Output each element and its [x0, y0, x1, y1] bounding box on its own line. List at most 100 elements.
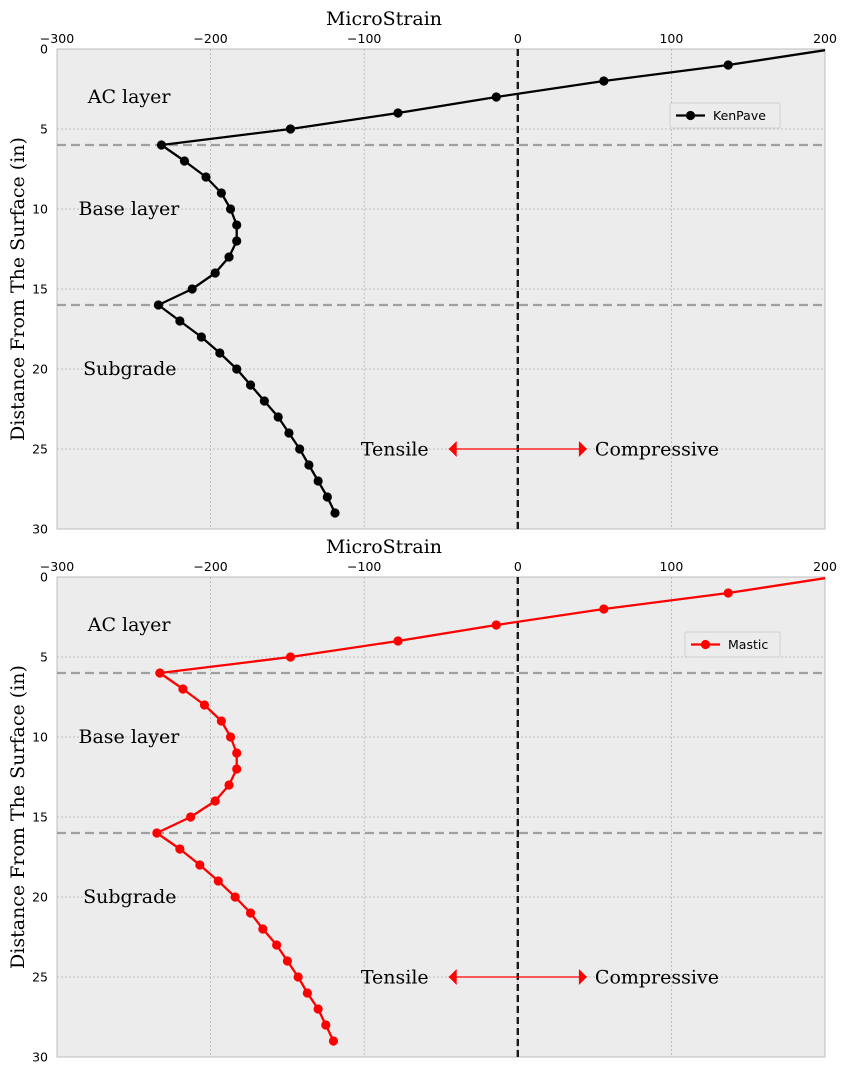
- x-tick-label: 0: [514, 559, 522, 574]
- data-point: [723, 60, 733, 70]
- data-point: [186, 812, 196, 822]
- compressive-label: Compressive: [595, 439, 719, 461]
- plot-frame: [56, 576, 826, 1058]
- data-point: [156, 140, 167, 150]
- data-point: [304, 460, 314, 470]
- data-point: [393, 108, 403, 118]
- x-tick-label: −300: [40, 31, 74, 46]
- legend-marker: [685, 110, 696, 121]
- data-point: [232, 364, 242, 374]
- y-tick-label: 0: [40, 42, 48, 57]
- data-point: [152, 828, 162, 838]
- data-point: [179, 156, 190, 166]
- layer-label: Subgrade: [83, 358, 176, 380]
- data-point: [259, 396, 269, 406]
- data-point: [216, 188, 226, 198]
- tensile-label: Tensile: [361, 439, 429, 461]
- x-axis-label: MicroStrain: [326, 8, 442, 30]
- legend-label: KenPave: [713, 108, 766, 123]
- data-point: [187, 284, 197, 294]
- layer-label: AC layer: [87, 614, 172, 636]
- y-tick-label: 20: [32, 362, 48, 377]
- y-tick-label: 5: [40, 650, 48, 665]
- arrow-left-head: [448, 441, 457, 457]
- data-point: [295, 444, 305, 454]
- data-point: [225, 204, 236, 214]
- plot-frame: [56, 48, 826, 530]
- x-tick-label: 200: [813, 31, 837, 46]
- data-point: [330, 508, 340, 518]
- y-tick-label: 20: [32, 890, 48, 905]
- x-tick-label: −200: [193, 559, 227, 574]
- data-point: [302, 988, 312, 998]
- data-point: [245, 908, 256, 918]
- data-point: [599, 604, 609, 614]
- y-tick-label: 10: [32, 730, 48, 745]
- data-point: [313, 476, 323, 486]
- data-point: [175, 844, 185, 854]
- compressive-label: Compressive: [595, 967, 719, 989]
- data-point: [258, 924, 268, 934]
- data-point: [313, 1004, 323, 1014]
- data-point: [322, 492, 332, 502]
- legend-marker: [700, 639, 711, 650]
- plot-area: [57, 49, 825, 529]
- y-axis-label: Distance From The Surface (in): [7, 137, 29, 441]
- data-point: [196, 332, 206, 342]
- data-point: [723, 588, 733, 598]
- data-point: [321, 1020, 331, 1030]
- data-point: [230, 892, 240, 902]
- data-point: [293, 972, 303, 982]
- y-tick-label: 30: [32, 522, 48, 537]
- data-point: [285, 652, 296, 662]
- data-point: [282, 956, 292, 966]
- data-point: [210, 796, 220, 806]
- y-tick-label: 25: [32, 442, 48, 457]
- layer-label: Base layer: [79, 198, 181, 220]
- data-point: [175, 316, 185, 326]
- y-tick-label: 5: [40, 122, 48, 137]
- data-point: [491, 620, 501, 630]
- data-point: [155, 668, 165, 678]
- arrow-right-head: [578, 969, 587, 985]
- data-point: [225, 732, 236, 742]
- data-point: [224, 780, 234, 790]
- y-tick-label: 30: [32, 1050, 48, 1065]
- layer-label: AC layer: [87, 86, 172, 108]
- chart-panel-2: −300 −200 −100 0 100 200 0 5 10 15 20 25 30 MicroStra…: [7, 536, 837, 1065]
- chart-panel-1: −300 −200 −100 0 100 200 0 5 10 15 20 25 30 MicroStra…: [7, 8, 837, 537]
- data-point: [232, 236, 242, 246]
- data-point: [232, 764, 242, 774]
- x-tick-label: −300: [40, 559, 74, 574]
- y-axis-label: Distance From The Surface (in): [7, 665, 29, 969]
- y-tick-label: 0: [40, 570, 48, 585]
- x-tick-label: −100: [347, 31, 381, 46]
- x-tick-label: 100: [659, 31, 683, 46]
- data-point: [178, 684, 188, 694]
- data-point: [216, 716, 226, 726]
- data-point: [232, 220, 242, 230]
- data-point: [213, 876, 223, 886]
- data-point: [153, 300, 163, 310]
- x-axis-label: MicroStrain: [326, 536, 442, 558]
- data-point: [201, 172, 211, 182]
- data-point: [393, 636, 403, 646]
- data-point: [273, 412, 283, 422]
- legend-label: Mastic: [728, 637, 768, 652]
- x-tick-label: 200: [813, 559, 837, 574]
- layer-label: Base layer: [79, 726, 181, 748]
- data-point: [491, 92, 501, 102]
- x-tick-label: 100: [659, 559, 683, 574]
- data-point: [215, 348, 225, 358]
- legend-box: [684, 631, 781, 658]
- legend-box: [669, 102, 781, 129]
- data-point: [284, 428, 294, 438]
- y-tick-label: 15: [32, 810, 48, 825]
- data-point: [272, 940, 282, 950]
- y-tick-label: 25: [32, 970, 48, 985]
- arrow-left-head: [448, 969, 457, 985]
- tensile-label: Tensile: [361, 967, 429, 989]
- data-point: [285, 124, 296, 134]
- y-tick-label: 15: [32, 282, 48, 297]
